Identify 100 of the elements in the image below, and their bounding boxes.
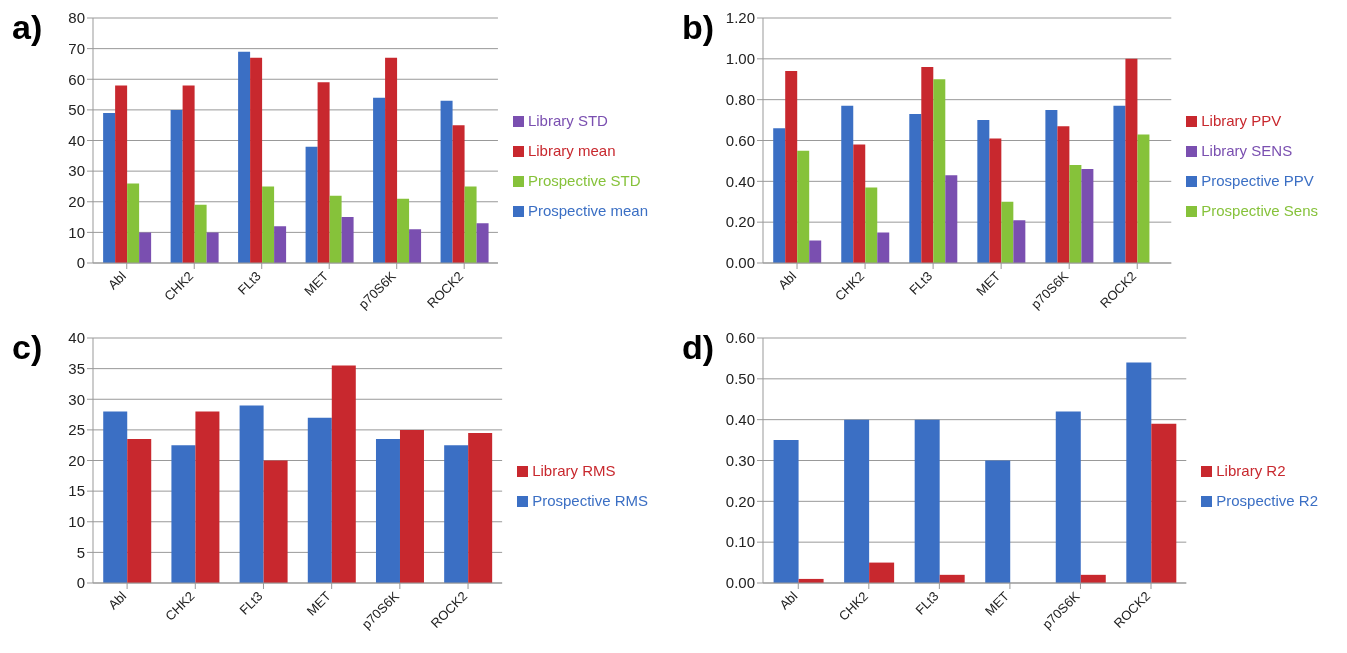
y-tick-label: 60 bbox=[68, 70, 85, 88]
y-tick-label: 40 bbox=[68, 131, 85, 149]
bar bbox=[865, 187, 878, 263]
bar bbox=[331, 365, 356, 583]
y-tick-label: 5 bbox=[76, 543, 85, 561]
y-tick-label: 1.00 bbox=[725, 50, 755, 68]
bar bbox=[409, 229, 422, 263]
legend-label: Prospective PPV bbox=[1201, 171, 1314, 189]
legend-label: Prospective R2 bbox=[1216, 491, 1318, 509]
bar bbox=[785, 71, 798, 263]
bar bbox=[103, 411, 128, 583]
bar bbox=[468, 432, 493, 583]
bar bbox=[1081, 169, 1094, 263]
chart-title: c) bbox=[12, 328, 43, 367]
bar bbox=[305, 146, 318, 263]
legend-label: Library RMS bbox=[532, 461, 616, 479]
x-tick-label: Abl bbox=[776, 588, 801, 613]
bar bbox=[263, 460, 288, 583]
bar bbox=[1125, 58, 1138, 263]
y-tick-label: 0.10 bbox=[725, 533, 755, 551]
bar bbox=[773, 128, 786, 263]
legend-label: Library PPV bbox=[1201, 111, 1282, 129]
legend-label: Prospective RMS bbox=[532, 491, 648, 509]
bar bbox=[853, 144, 866, 263]
bar bbox=[444, 445, 469, 583]
bar bbox=[877, 232, 890, 263]
legend-label: Library R2 bbox=[1216, 461, 1286, 479]
bar bbox=[1069, 165, 1082, 263]
y-tick-label: 0.00 bbox=[725, 254, 755, 272]
bar bbox=[440, 100, 453, 263]
y-tick-label: 50 bbox=[68, 101, 85, 119]
bar bbox=[238, 51, 251, 263]
bar bbox=[195, 411, 220, 583]
bar bbox=[841, 105, 854, 263]
bar bbox=[773, 440, 799, 583]
x-tick-label: Abl bbox=[775, 268, 800, 293]
y-tick-label: 0.80 bbox=[725, 90, 755, 108]
bar bbox=[844, 419, 870, 583]
y-tick-label: 1.20 bbox=[725, 9, 755, 27]
legend-label: Prospective Sens bbox=[1201, 201, 1318, 219]
bar bbox=[909, 113, 922, 263]
chart-title: b) bbox=[682, 8, 715, 47]
y-tick-label: 40 bbox=[68, 329, 85, 347]
y-tick-label: 0.20 bbox=[725, 213, 755, 231]
bar bbox=[250, 57, 263, 263]
bar bbox=[989, 138, 1002, 263]
bar bbox=[476, 223, 489, 263]
bar bbox=[171, 445, 196, 583]
bar bbox=[914, 419, 940, 583]
bar bbox=[239, 405, 264, 583]
bar bbox=[115, 85, 128, 263]
y-tick-label: 25 bbox=[68, 421, 85, 439]
y-tick-label: 0.30 bbox=[725, 451, 755, 469]
bar bbox=[1055, 411, 1081, 583]
bar bbox=[397, 198, 410, 263]
bar bbox=[977, 120, 990, 263]
bar bbox=[1151, 423, 1177, 583]
y-tick-label: 0 bbox=[76, 254, 85, 272]
bar bbox=[375, 439, 400, 583]
bar bbox=[933, 79, 946, 263]
y-tick-label: 20 bbox=[68, 451, 85, 469]
bar bbox=[127, 183, 140, 263]
bar bbox=[170, 109, 183, 263]
bar bbox=[1001, 201, 1014, 263]
legend-label: Prospective STD bbox=[527, 171, 641, 189]
legend-label: Library mean bbox=[527, 141, 616, 159]
y-tick-label: 0.40 bbox=[725, 410, 755, 428]
y-tick-label: 15 bbox=[68, 482, 85, 500]
y-tick-label: 0.60 bbox=[725, 329, 755, 347]
bar bbox=[329, 195, 342, 263]
y-tick-label: 10 bbox=[68, 513, 85, 531]
bar bbox=[139, 232, 152, 263]
bar bbox=[206, 232, 219, 263]
bar bbox=[307, 417, 332, 583]
bar bbox=[274, 226, 287, 263]
bar bbox=[127, 439, 152, 583]
bar bbox=[385, 57, 398, 263]
y-tick-label: 80 bbox=[68, 9, 85, 27]
bar bbox=[809, 240, 822, 263]
bar bbox=[797, 150, 810, 263]
y-tick-label: 20 bbox=[68, 193, 85, 211]
y-tick-label: 0.20 bbox=[725, 492, 755, 510]
legend-label: Library STD bbox=[527, 111, 608, 129]
bar bbox=[341, 217, 354, 263]
bar bbox=[464, 186, 477, 263]
y-tick-label: 0.40 bbox=[725, 172, 755, 190]
bar bbox=[452, 125, 465, 263]
y-tick-label: 30 bbox=[68, 162, 85, 180]
bar bbox=[1045, 109, 1058, 263]
y-tick-label: 0 bbox=[76, 574, 85, 592]
bar bbox=[1057, 126, 1070, 263]
bar bbox=[1126, 362, 1152, 583]
bar bbox=[317, 82, 330, 263]
bar bbox=[194, 204, 207, 263]
bar bbox=[182, 85, 195, 263]
bar bbox=[399, 429, 424, 583]
y-tick-label: 35 bbox=[68, 359, 85, 377]
legend-label: Library SENS bbox=[1201, 141, 1293, 159]
legend-label: Prospective mean bbox=[527, 201, 648, 219]
y-tick-label: 0.60 bbox=[725, 131, 755, 149]
